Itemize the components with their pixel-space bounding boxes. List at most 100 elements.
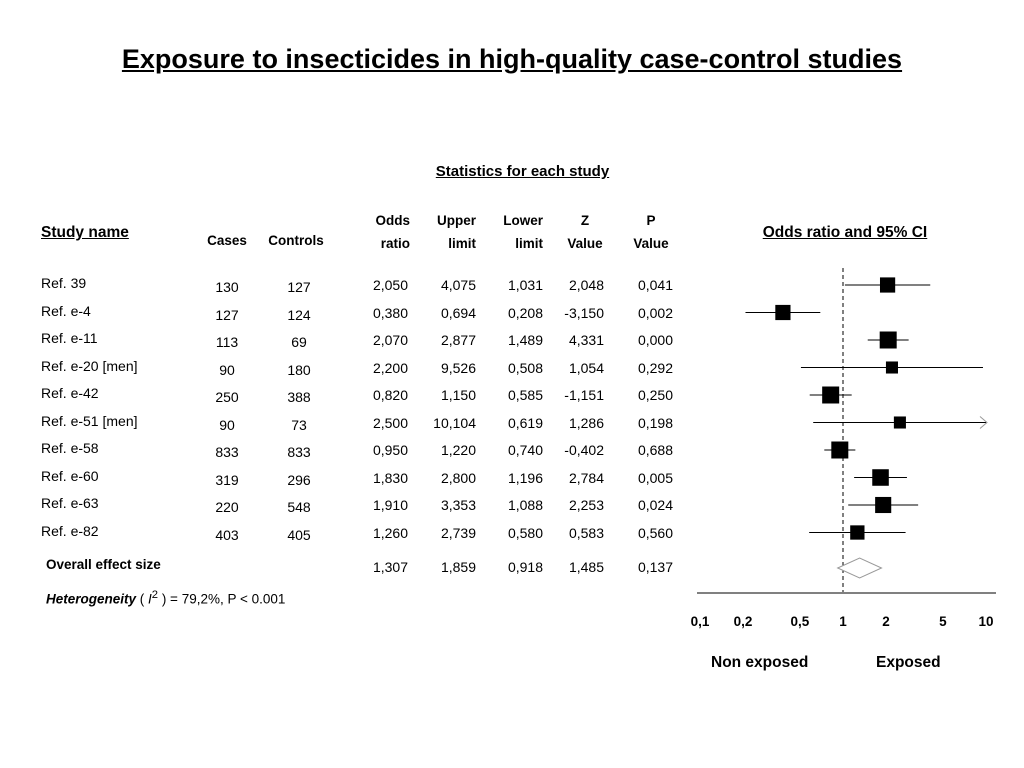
point-estimate-square (893, 416, 906, 429)
upper-limit-value: 2,877 (440, 332, 476, 348)
cases-value: 833 (215, 444, 239, 460)
z-value: -0,402 (564, 442, 604, 458)
lower-limit-value: 1,031 (507, 277, 543, 293)
odds-ratio-value: 2,050 (372, 277, 408, 293)
p-value: 0,041 (637, 277, 673, 293)
x-tick-label: 5 (939, 614, 947, 629)
study-name: Ref. e-51 [men] (41, 412, 138, 429)
cases-value: 90 (219, 416, 235, 433)
study-name: Ref. e-58 (41, 440, 99, 456)
z-value: 2,784 (568, 469, 604, 486)
p-value: 0,688 (637, 442, 673, 458)
study-name: Ref. e-4 (41, 302, 91, 319)
overall-upper-limit: 1,859 (440, 559, 476, 575)
lower-limit-value: 0,208 (507, 304, 543, 321)
z-value-header: Z Value (567, 213, 603, 251)
upper-limit-value: 4,075 (440, 277, 476, 293)
x-tick-label: 0,2 (733, 614, 753, 629)
lower-limit-value: 1,196 (507, 469, 543, 486)
summary-diamond (836, 557, 883, 579)
p-value: 0,560 (637, 524, 673, 541)
controls-value: 73 (291, 416, 307, 433)
statistics-header: Statistics for each study (435, 163, 610, 180)
z-value: -1,151 (564, 387, 604, 403)
odds-ratio-value: 2,070 (372, 332, 408, 348)
odds-ratio-value: 1,830 (372, 469, 408, 486)
overall-lower-limit: 0,918 (507, 559, 543, 575)
p-value-header: P Value (633, 213, 669, 251)
study-name: Ref. e-60 (41, 467, 99, 484)
p-value: 0,292 (637, 359, 673, 376)
z-value: 0,583 (568, 524, 604, 541)
overall-effect-label: Overall effect size (46, 557, 161, 572)
p-value: 0,024 (637, 497, 673, 513)
study-name: Ref. e-42 (41, 385, 99, 401)
z-value: 1,286 (568, 414, 604, 431)
z-value: 4,331 (568, 332, 604, 348)
lower-limit-value: 0,619 (507, 414, 543, 431)
odds-ratio-value: 1,910 (372, 497, 408, 513)
point-estimate-square (831, 441, 849, 459)
z-value: 1,054 (568, 359, 604, 376)
upper-limit-value: 3,353 (440, 497, 476, 513)
lower-limit-header: Lower limit (503, 213, 543, 251)
non-exposed-label: Non exposed (711, 654, 809, 671)
cases-value: 250 (215, 389, 239, 405)
z-value: 2,253 (568, 497, 604, 513)
cases-value: 90 (219, 361, 235, 378)
study-name: Ref. e-82 (41, 522, 99, 539)
p-value: 0,000 (637, 332, 673, 348)
point-estimate-square (775, 304, 791, 321)
cases-value: 220 (215, 499, 239, 515)
point-estimate-square (875, 496, 892, 514)
z-value: -3,150 (564, 304, 604, 321)
exposed-label: Exposed (876, 654, 941, 671)
study-name: Ref. e-20 [men] (41, 357, 138, 374)
lower-limit-value: 0,580 (507, 524, 543, 541)
controls-value: 180 (287, 361, 311, 378)
odds-ratio-value: 0,820 (372, 387, 408, 403)
slide-title: Exposure to insecticides in high-quality… (121, 44, 903, 74)
overall-odds-ratio: 1,307 (372, 559, 408, 575)
overall-p-value: 0,137 (637, 559, 673, 575)
controls-value: 124 (287, 306, 311, 323)
point-estimate-square (879, 331, 897, 349)
controls-value: 69 (291, 334, 307, 350)
p-value: 0,002 (637, 304, 673, 321)
study-name: Ref. e-11 (41, 330, 98, 346)
p-value: 0,250 (637, 387, 673, 403)
cases-value: 403 (215, 526, 239, 543)
upper-limit-value: 1,150 (440, 387, 476, 403)
forest-plot-title: Odds ratio and 95% CI (762, 224, 928, 241)
p-value: 0,005 (637, 469, 673, 486)
controls-value: 127 (287, 279, 311, 295)
point-estimate-square (879, 277, 896, 293)
study-name: Ref. e-63 (41, 495, 99, 511)
ci-arrow (979, 416, 988, 429)
controls-value: 405 (287, 526, 311, 543)
cases-value: 319 (215, 471, 239, 488)
cases-value: 130 (215, 279, 239, 295)
upper-limit-value: 10,104 (433, 414, 476, 431)
lower-limit-value: 0,508 (507, 359, 543, 376)
point-estimate-square (885, 361, 898, 374)
study-name-header: Study name (41, 224, 129, 241)
cases-header: Cases (207, 233, 247, 248)
cases-value: 127 (215, 306, 239, 323)
point-estimate-square (850, 525, 865, 540)
heterogeneity-note: Heterogeneity ( I2 ) = 79,2%, P < 0.001 (46, 589, 286, 607)
upper-limit-value: 9,526 (440, 359, 476, 376)
upper-limit-value: 2,800 (440, 469, 476, 486)
point-estimate-square (872, 469, 889, 486)
controls-value: 388 (287, 389, 311, 405)
lower-limit-value: 1,489 (507, 332, 543, 348)
study-name: Ref. 39 (41, 275, 87, 291)
odds-ratio-header: Odds ratio (375, 213, 410, 251)
x-tick-label: 10 (978, 614, 994, 629)
odds-ratio-value: 0,380 (372, 304, 408, 321)
odds-ratio-value: 0,950 (372, 442, 408, 458)
x-tick-label: 2 (882, 614, 890, 629)
odds-ratio-value: 2,200 (372, 359, 408, 376)
controls-value: 833 (287, 444, 311, 460)
